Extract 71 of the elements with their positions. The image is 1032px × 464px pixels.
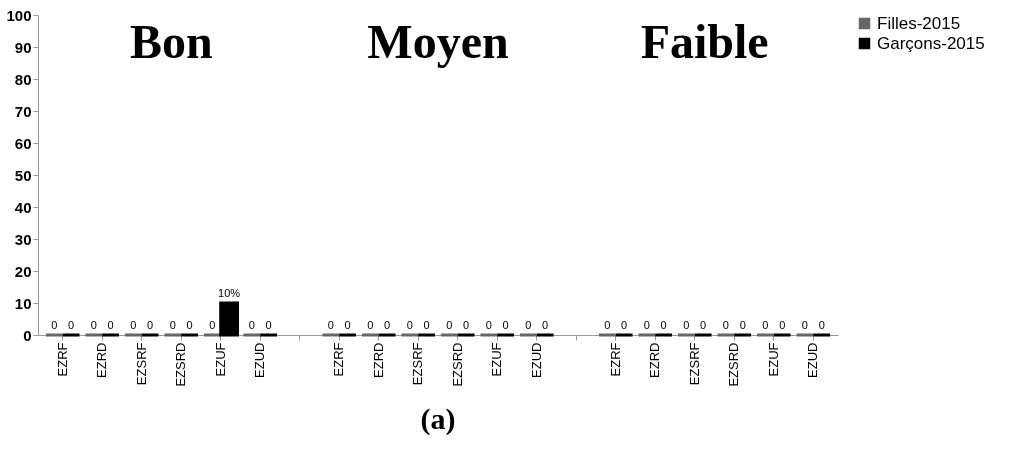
- data-label: 0: [604, 319, 611, 331]
- data-label: 0: [186, 319, 193, 331]
- data-label: 0: [423, 319, 430, 331]
- data-label: 0: [147, 319, 154, 331]
- data-label: 0: [344, 319, 351, 331]
- x-tick-label: EZRD: [94, 342, 110, 378]
- data-label: 0: [660, 319, 667, 331]
- data-label: 0: [502, 319, 509, 331]
- x-tick-label: EZUF: [765, 342, 781, 377]
- x-tick-label: EZUD: [252, 342, 268, 378]
- data-label: 0: [406, 319, 413, 331]
- annotation: Moyen: [367, 15, 509, 68]
- x-tick-label: EZUF: [489, 342, 505, 377]
- x-tick-label: EZSRD: [449, 342, 465, 387]
- data-label: 0: [762, 319, 769, 331]
- legend-label: Garçons-2015: [877, 33, 985, 53]
- data-label: 0: [818, 319, 825, 331]
- data-label: 0: [130, 319, 137, 331]
- text: (a): [420, 402, 456, 436]
- data-label: 0: [265, 319, 272, 331]
- y-tick-label: 60: [14, 134, 32, 152]
- data-label: 0: [384, 319, 391, 331]
- y-tick-label: 70: [14, 102, 32, 120]
- x-tick-label: EZSRF: [686, 342, 702, 386]
- y-tick-label: 50: [14, 166, 32, 184]
- x-tick-label: EZRD: [370, 342, 386, 378]
- data-label: 0: [209, 319, 216, 331]
- data-label: 0: [525, 319, 532, 331]
- data-label: 0: [367, 319, 374, 331]
- x-tick-label: EZRD: [647, 342, 663, 378]
- data-label: 0: [722, 319, 729, 331]
- data-label: 0: [463, 319, 470, 331]
- annotation: Bon: [129, 15, 213, 68]
- data-label: 0: [107, 319, 114, 331]
- y-tick-label: 80: [14, 70, 32, 88]
- y-tick-label: 100: [6, 6, 32, 24]
- x-tick-label: EZSRF: [410, 342, 426, 386]
- x-tick-label: EZUD: [805, 342, 821, 378]
- data-label: 0: [68, 319, 75, 331]
- y-tick-label: 40: [14, 198, 32, 216]
- x-tick-label: EZSRF: [133, 342, 149, 386]
- x-tick-label: EZSRD: [726, 342, 742, 387]
- data-label: 0: [327, 319, 334, 331]
- x-tick-label: EZUD: [528, 342, 544, 378]
- data-label: 0: [739, 319, 746, 331]
- data-label: 0: [248, 319, 255, 331]
- x-tick-label: EZUF: [212, 342, 228, 377]
- annotation: Faible: [640, 15, 769, 68]
- data-label: 0: [643, 319, 650, 331]
- data-label: 0: [700, 319, 707, 331]
- data-label: 0: [801, 319, 808, 331]
- data-label: 0: [446, 319, 453, 331]
- data-label: 0: [51, 319, 58, 331]
- data-label: 0: [621, 319, 628, 331]
- x-tick-label: EZRF: [607, 342, 623, 377]
- data-label: 0: [90, 319, 97, 331]
- y-tick-label: 30: [14, 230, 32, 248]
- data-label: 0: [683, 319, 690, 331]
- data-label: 0: [169, 319, 176, 331]
- data-label: 0: [779, 319, 786, 331]
- y-tick-label: 10: [14, 294, 32, 312]
- data-label: 0: [542, 319, 549, 331]
- y-tick-label: 20: [14, 262, 32, 280]
- data-label: 0: [485, 319, 492, 331]
- legend-label: Filles-2015: [877, 13, 961, 33]
- y-tick-label: 90: [14, 38, 32, 56]
- x-tick-label: EZRF: [54, 342, 70, 377]
- x-tick-label: EZSRD: [173, 342, 189, 387]
- x-tick-label: EZRF: [331, 342, 347, 377]
- y-tick-label: 0: [23, 326, 32, 344]
- data-label: 10%: [218, 287, 241, 299]
